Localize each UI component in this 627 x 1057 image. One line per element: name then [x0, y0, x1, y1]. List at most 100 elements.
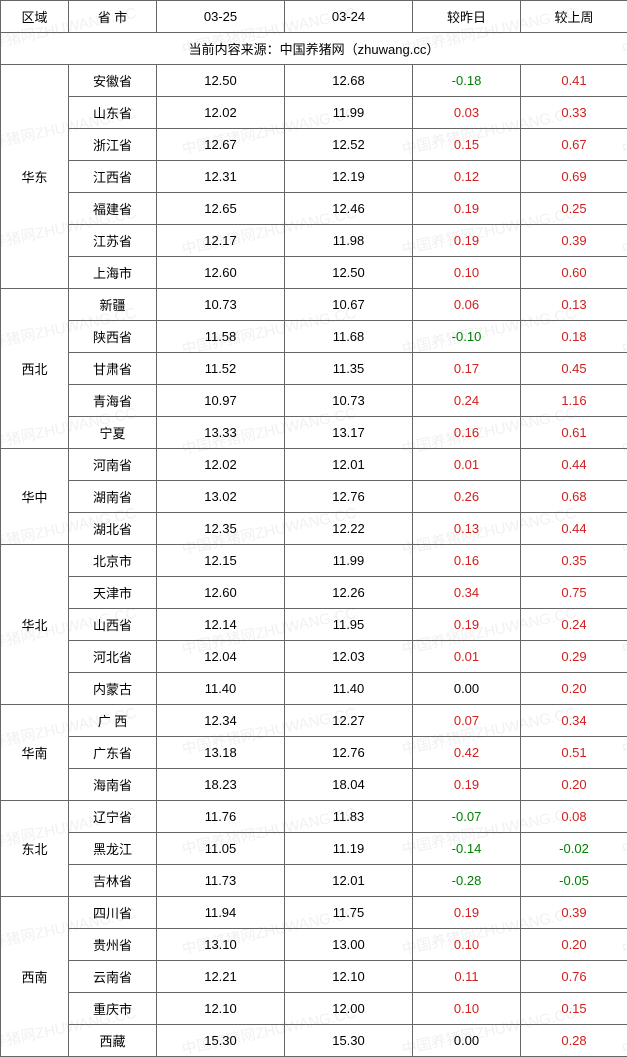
price-today-cell: 12.15	[157, 545, 285, 577]
header-row: 区域 省 市 03-25 03-24 较昨日 较上周	[1, 1, 627, 33]
price-yesterday-cell: 11.19	[285, 833, 413, 865]
table-row: 山西省12.1411.950.190.24	[1, 609, 627, 641]
table-row: 西南四川省11.9411.750.190.39	[1, 897, 627, 929]
price-today-cell: 11.76	[157, 801, 285, 833]
col-region: 区域	[1, 1, 69, 33]
delta-week-cell: 0.29	[521, 641, 627, 673]
delta-week-cell: 0.60	[521, 257, 627, 289]
price-today-cell: 12.60	[157, 257, 285, 289]
delta-week-cell: 0.44	[521, 449, 627, 481]
province-cell: 海南省	[69, 769, 157, 801]
delta-day-cell: 0.19	[413, 897, 521, 929]
price-today-cell: 13.10	[157, 929, 285, 961]
delta-day-cell: 0.19	[413, 193, 521, 225]
table-row: 内蒙古11.4011.400.000.20	[1, 673, 627, 705]
price-yesterday-cell: 12.01	[285, 865, 413, 897]
delta-day-cell: 0.26	[413, 481, 521, 513]
delta-day-cell: 0.17	[413, 353, 521, 385]
province-cell: 河南省	[69, 449, 157, 481]
table-row: 青海省10.9710.730.241.16	[1, 385, 627, 417]
price-today-cell: 13.33	[157, 417, 285, 449]
table-row: 湖北省12.3512.220.130.44	[1, 513, 627, 545]
delta-day-cell: -0.18	[413, 65, 521, 97]
delta-day-cell: 0.42	[413, 737, 521, 769]
province-cell: 四川省	[69, 897, 157, 929]
price-today-cell: 10.97	[157, 385, 285, 417]
delta-week-cell: 0.15	[521, 993, 627, 1025]
price-today-cell: 12.34	[157, 705, 285, 737]
price-today-cell: 11.94	[157, 897, 285, 929]
table-row: 上海市12.6012.500.100.60	[1, 257, 627, 289]
delta-week-cell: 0.44	[521, 513, 627, 545]
delta-week-cell: 0.08	[521, 801, 627, 833]
col-province: 省 市	[69, 1, 157, 33]
price-today-cell: 12.04	[157, 641, 285, 673]
delta-week-cell: 0.25	[521, 193, 627, 225]
price-yesterday-cell: 12.76	[285, 737, 413, 769]
price-yesterday-cell: 11.35	[285, 353, 413, 385]
price-yesterday-cell: 12.19	[285, 161, 413, 193]
delta-day-cell: 0.01	[413, 449, 521, 481]
price-yesterday-cell: 12.10	[285, 961, 413, 993]
table-row: 广东省13.1812.760.420.51	[1, 737, 627, 769]
price-today-cell: 15.30	[157, 1025, 285, 1057]
table-row: 东北辽宁省11.7611.83-0.070.08	[1, 801, 627, 833]
price-yesterday-cell: 12.03	[285, 641, 413, 673]
price-yesterday-cell: 11.68	[285, 321, 413, 353]
delta-day-cell: 0.34	[413, 577, 521, 609]
province-cell: 广东省	[69, 737, 157, 769]
price-yesterday-cell: 11.95	[285, 609, 413, 641]
delta-day-cell: -0.07	[413, 801, 521, 833]
delta-week-cell: 0.28	[521, 1025, 627, 1057]
province-cell: 山东省	[69, 97, 157, 129]
province-cell: 北京市	[69, 545, 157, 577]
delta-week-cell: 0.33	[521, 97, 627, 129]
province-cell: 辽宁省	[69, 801, 157, 833]
price-yesterday-cell: 13.00	[285, 929, 413, 961]
price-yesterday-cell: 12.52	[285, 129, 413, 161]
region-cell: 华北	[1, 545, 69, 705]
delta-week-cell: 0.35	[521, 545, 627, 577]
province-cell: 安徽省	[69, 65, 157, 97]
price-today-cell: 12.10	[157, 993, 285, 1025]
table-row: 山东省12.0211.990.030.33	[1, 97, 627, 129]
table-row: 江西省12.3112.190.120.69	[1, 161, 627, 193]
province-cell: 云南省	[69, 961, 157, 993]
delta-week-cell: 0.67	[521, 129, 627, 161]
delta-day-cell: 0.07	[413, 705, 521, 737]
delta-week-cell: -0.05	[521, 865, 627, 897]
delta-day-cell: 0.19	[413, 609, 521, 641]
price-yesterday-cell: 11.40	[285, 673, 413, 705]
delta-day-cell: 0.12	[413, 161, 521, 193]
price-today-cell: 11.73	[157, 865, 285, 897]
table-row: 华东安徽省12.5012.68-0.180.41	[1, 65, 627, 97]
table-row: 甘肃省11.5211.350.170.45	[1, 353, 627, 385]
price-today-cell: 12.02	[157, 449, 285, 481]
table-row: 宁夏13.3313.170.160.61	[1, 417, 627, 449]
price-today-cell: 11.05	[157, 833, 285, 865]
price-today-cell: 11.58	[157, 321, 285, 353]
province-cell: 内蒙古	[69, 673, 157, 705]
delta-week-cell: 0.75	[521, 577, 627, 609]
table-row: 华南广 西12.3412.270.070.34	[1, 705, 627, 737]
province-cell: 湖北省	[69, 513, 157, 545]
table-row: 江苏省12.1711.980.190.39	[1, 225, 627, 257]
price-today-cell: 11.52	[157, 353, 285, 385]
table-row: 吉林省11.7312.01-0.28-0.05	[1, 865, 627, 897]
province-cell: 重庆市	[69, 993, 157, 1025]
col-date2: 03-24	[285, 1, 413, 33]
province-cell: 山西省	[69, 609, 157, 641]
delta-week-cell: 0.76	[521, 961, 627, 993]
province-cell: 湖南省	[69, 481, 157, 513]
delta-week-cell: 0.68	[521, 481, 627, 513]
price-yesterday-cell: 12.46	[285, 193, 413, 225]
price-today-cell: 12.31	[157, 161, 285, 193]
delta-week-cell: 0.13	[521, 289, 627, 321]
table-row: 陕西省11.5811.68-0.100.18	[1, 321, 627, 353]
price-yesterday-cell: 18.04	[285, 769, 413, 801]
price-today-cell: 12.65	[157, 193, 285, 225]
price-today-cell: 12.35	[157, 513, 285, 545]
price-yesterday-cell: 12.22	[285, 513, 413, 545]
price-today-cell: 12.17	[157, 225, 285, 257]
price-yesterday-cell: 11.99	[285, 545, 413, 577]
